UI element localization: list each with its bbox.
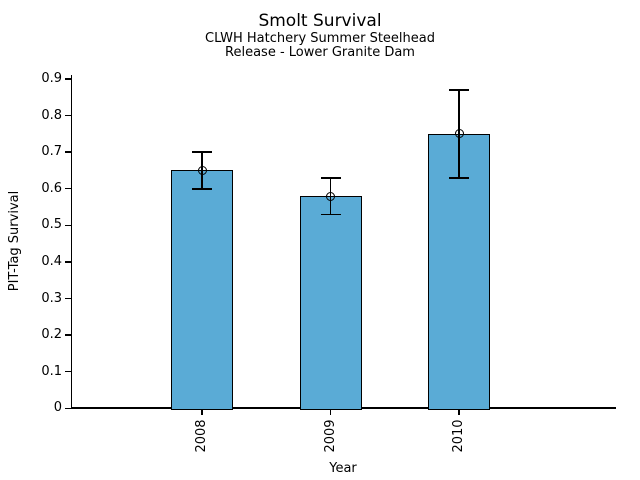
x-tick-label: 2010 — [451, 419, 466, 453]
x-tick — [201, 408, 203, 415]
chart-subtitle-line2: Release - Lower Granite Dam — [225, 45, 415, 60]
y-tick — [64, 371, 71, 373]
y-tick — [64, 114, 71, 117]
x-tick — [458, 408, 460, 415]
y-tick — [64, 297, 71, 300]
error-bar-cap-bottom — [449, 177, 469, 179]
y-tick-label: 0.6 — [41, 180, 62, 196]
error-bar-cap-top — [320, 177, 341, 179]
error-bar-cap-bottom — [192, 188, 212, 190]
x-tick-label: 2008 — [194, 419, 209, 453]
data-point-marker — [454, 129, 464, 139]
data-point-marker — [326, 191, 335, 201]
x-tick-label: 2009 — [322, 419, 338, 453]
y-tick — [64, 261, 71, 263]
y-tick-label: 0.8 — [41, 107, 62, 123]
y-tick — [64, 224, 71, 227]
y-tick-label: 0.9 — [41, 70, 62, 86]
bar — [299, 196, 362, 410]
y-tick-label: 0.2 — [41, 327, 62, 343]
error-bar-cap-top — [192, 151, 212, 153]
y-tick-label: 0.4 — [41, 253, 62, 269]
bar — [171, 170, 233, 410]
error-bar-cap-top — [449, 89, 469, 91]
y-tick-label: 0 — [53, 400, 62, 416]
y-tick — [64, 188, 71, 190]
y-tick — [64, 78, 71, 80]
error-bar-cap-bottom — [320, 213, 341, 216]
data-point-marker — [197, 165, 207, 175]
y-axis-spine — [70, 75, 72, 409]
y-tick-label: 0.7 — [41, 144, 62, 160]
y-tick — [64, 151, 71, 153]
y-tick — [64, 334, 71, 336]
chart-subtitle-line1: CLWH Hatchery Summer Steelhead — [205, 31, 435, 46]
y-tick-label: 0.5 — [41, 217, 62, 233]
y-tick-label: 0.1 — [41, 363, 62, 379]
x-axis-label: Year — [329, 461, 357, 476]
y-tick — [64, 407, 71, 409]
chart-title: Smolt Survival — [258, 11, 382, 31]
y-tick-label: 0.3 — [41, 290, 62, 306]
x-tick — [329, 408, 332, 415]
